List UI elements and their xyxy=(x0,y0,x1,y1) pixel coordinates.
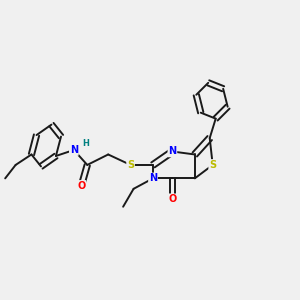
Text: N: N xyxy=(168,146,176,157)
Text: H: H xyxy=(82,139,89,148)
Text: O: O xyxy=(168,194,176,204)
Text: N: N xyxy=(149,173,157,183)
Text: N: N xyxy=(70,145,78,155)
Text: S: S xyxy=(209,160,216,170)
Text: O: O xyxy=(77,181,86,191)
Text: S: S xyxy=(127,160,134,170)
